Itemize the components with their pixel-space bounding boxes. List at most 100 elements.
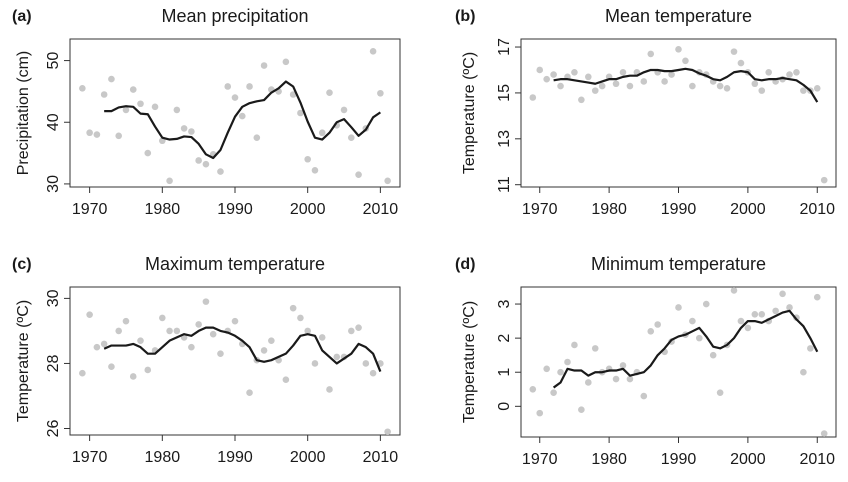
data-point <box>231 317 239 325</box>
data-point <box>173 327 181 335</box>
y-tick-label: 15 <box>496 84 513 102</box>
data-point <box>202 160 210 168</box>
data-point <box>209 330 217 338</box>
x-tick-label: 2010 <box>363 201 399 218</box>
data-point <box>529 94 537 101</box>
panel-title: Minimum temperature <box>591 254 766 274</box>
data-point <box>369 48 377 55</box>
data-point <box>820 430 828 437</box>
data-point <box>723 85 731 92</box>
x-tick-label: 1980 <box>591 201 627 218</box>
data-point <box>675 304 682 311</box>
data-point <box>536 66 544 74</box>
data-point <box>543 75 550 83</box>
data-point <box>86 129 93 137</box>
y-tick-label: 1 <box>496 368 513 377</box>
data-point <box>202 298 210 305</box>
x-tick-label: 2000 <box>730 451 766 468</box>
data-point <box>93 131 101 138</box>
data-point <box>311 167 319 174</box>
y-axis-label: Temperature (ºC) <box>461 301 478 423</box>
data-point <box>122 106 130 114</box>
data-point <box>253 134 261 141</box>
panel-label: (d) <box>455 256 475 273</box>
data-point <box>108 75 115 83</box>
data-point <box>289 91 297 98</box>
data-point <box>772 307 779 315</box>
smoothed-line <box>553 67 819 103</box>
data-point <box>689 82 696 90</box>
data-point <box>282 58 290 66</box>
data-point <box>100 340 108 348</box>
data-point <box>543 365 550 373</box>
y-tick-label: 28 <box>45 354 62 372</box>
data-point <box>744 324 752 332</box>
data-point <box>626 375 634 383</box>
data-point <box>800 368 807 376</box>
data-point <box>369 369 377 377</box>
data-point <box>79 369 86 377</box>
data-point <box>751 80 759 88</box>
data-point <box>129 86 137 93</box>
data-point <box>115 327 123 335</box>
data-point <box>355 171 362 178</box>
data-point <box>640 392 648 400</box>
data-point <box>377 89 384 97</box>
data-point <box>585 379 592 386</box>
panel-label: (b) <box>455 8 475 25</box>
x-tick-label: 1980 <box>145 201 181 218</box>
data-point <box>619 68 627 76</box>
data-point <box>326 386 333 393</box>
data-point <box>529 385 537 393</box>
data-point <box>166 327 173 335</box>
data-point <box>585 73 592 81</box>
x-tick-label: 1990 <box>217 201 253 218</box>
data-point <box>180 125 188 132</box>
data-point <box>195 157 202 164</box>
x-tick-label: 1990 <box>661 451 697 468</box>
data-point <box>129 373 137 380</box>
x-tick-label: 1970 <box>522 201 558 218</box>
data-point <box>260 347 268 354</box>
data-point <box>289 304 297 312</box>
smoothed-line <box>103 326 382 372</box>
panel-title: Mean precipitation <box>161 6 308 26</box>
data-point <box>173 106 181 114</box>
plot-frame <box>69 286 401 436</box>
data-point <box>564 358 571 366</box>
data-point <box>807 345 814 352</box>
data-point <box>340 106 348 114</box>
plot-frame <box>520 38 837 188</box>
data-point <box>591 87 599 94</box>
data-point <box>384 177 391 185</box>
panel-title: Maximum temperature <box>145 254 325 274</box>
data-point <box>115 132 123 140</box>
x-tick-label: 1990 <box>217 449 253 466</box>
data-point <box>282 376 290 384</box>
data-point <box>224 83 232 90</box>
data-point <box>675 46 682 53</box>
y-axis-label: Temperature (ºC) <box>461 52 478 174</box>
data-point <box>682 57 689 65</box>
data-point <box>571 341 578 349</box>
data-point <box>591 345 599 352</box>
data-point <box>188 128 195 135</box>
data-point <box>598 82 606 90</box>
data-point <box>122 317 130 325</box>
data-point <box>159 314 166 322</box>
y-tick-label: 0 <box>496 402 513 411</box>
data-point <box>347 327 355 335</box>
y-tick-label: 30 <box>45 289 62 307</box>
x-tick-label: 1980 <box>145 449 181 466</box>
data-point <box>557 82 564 90</box>
data-point <box>550 389 557 396</box>
data-point <box>79 85 86 92</box>
data-point <box>800 87 807 94</box>
data-point <box>362 360 370 367</box>
data-point <box>144 366 152 374</box>
data-point <box>578 406 585 414</box>
data-point <box>779 290 786 298</box>
data-point <box>137 337 144 344</box>
x-tick-label: 1980 <box>591 451 627 468</box>
